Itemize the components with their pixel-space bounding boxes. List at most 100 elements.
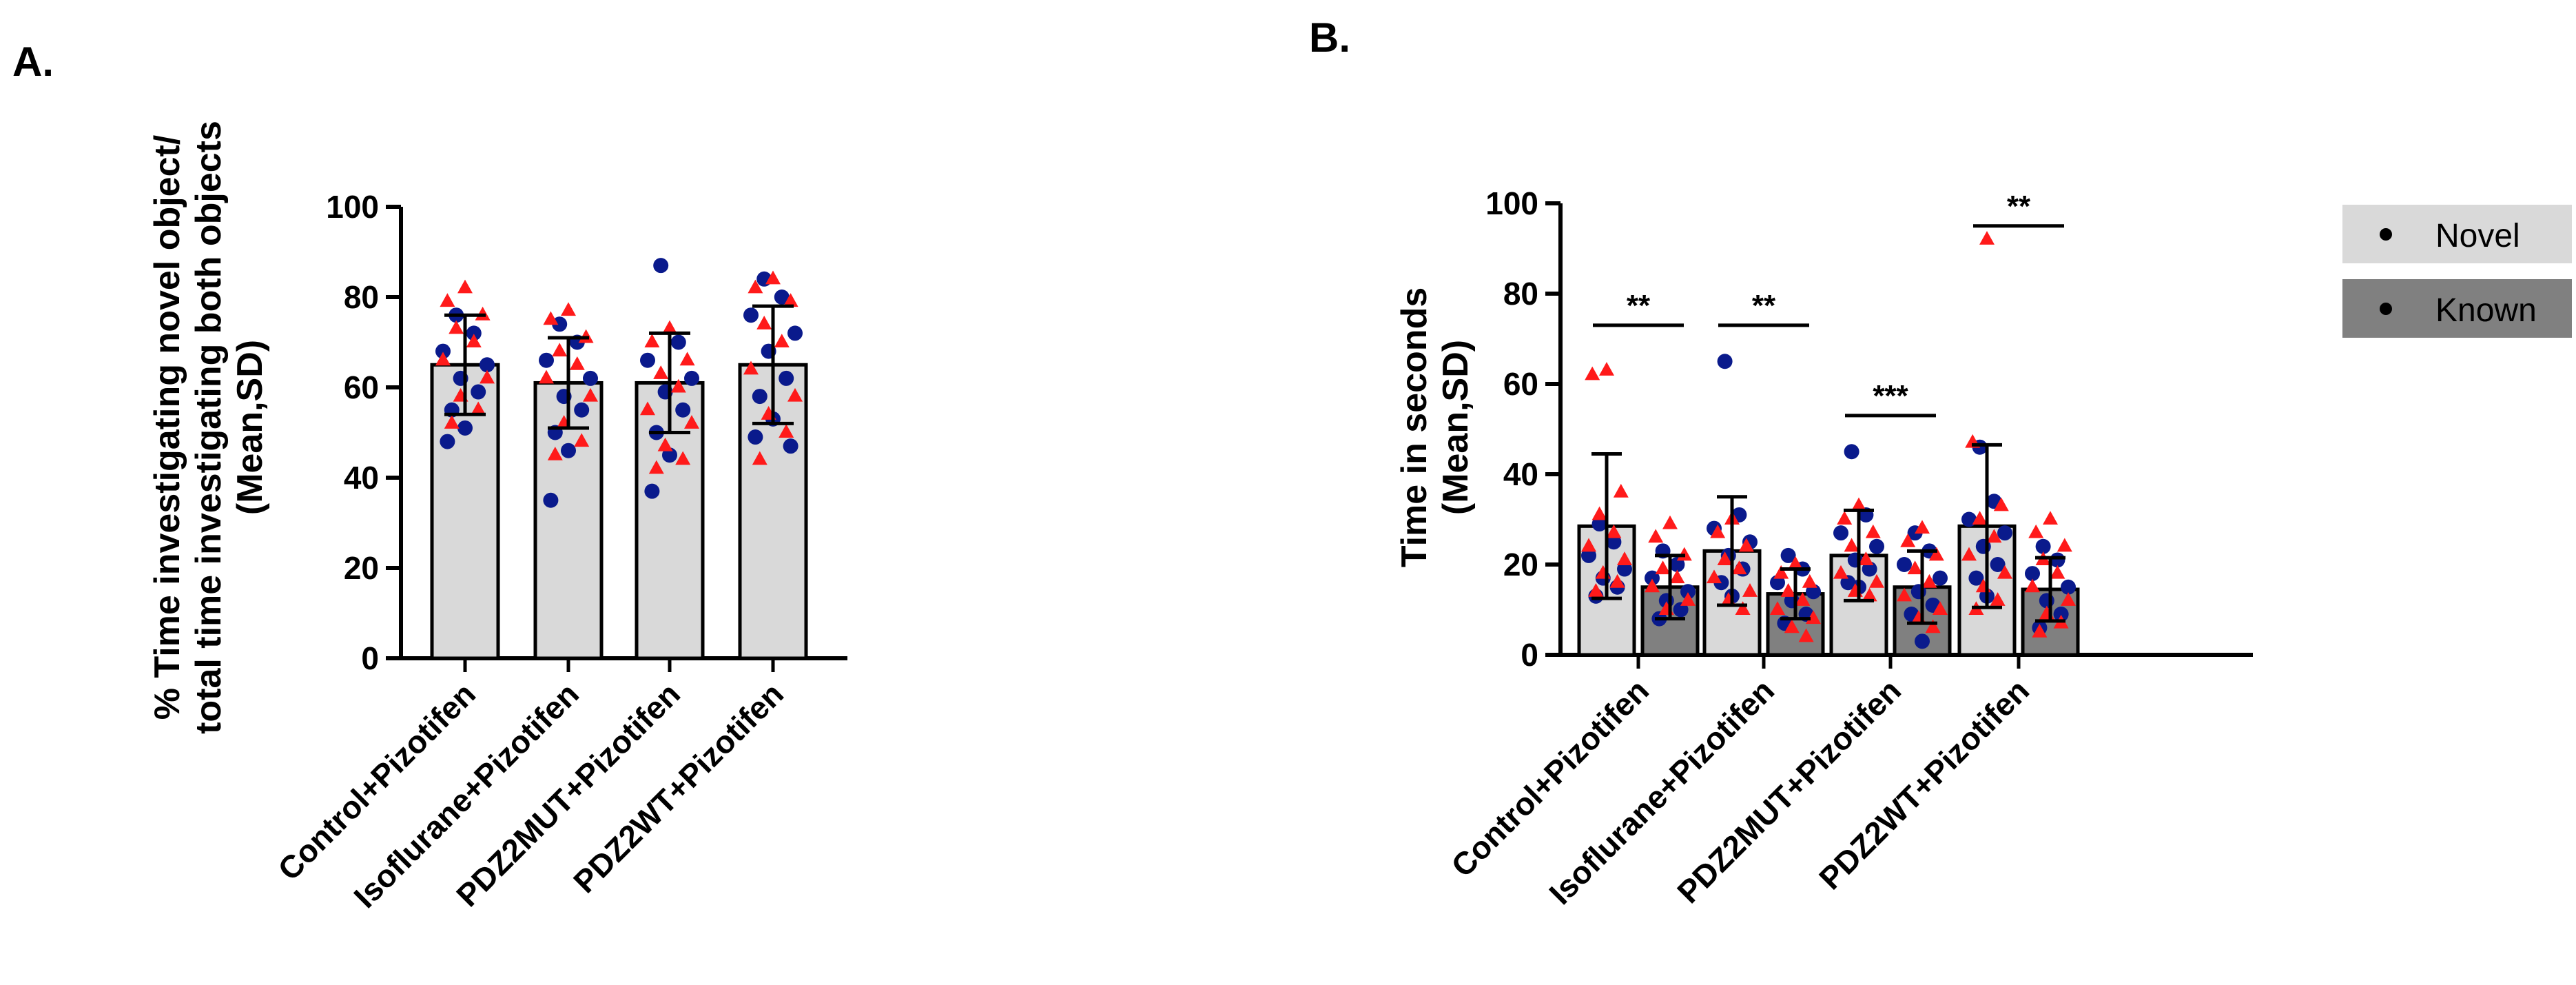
panel-a-blue-point [675, 402, 691, 418]
panel-a-red-point [449, 320, 464, 334]
panel-b-known-red-point [1669, 569, 1685, 584]
panel-b-known-red-point [1928, 547, 1944, 561]
panel-b-novel-red-point [1591, 506, 1607, 520]
panel-b-novel-blue-point [1591, 516, 1607, 532]
panel-a-red-point [435, 352, 451, 366]
panel-b-known-blue-point [1915, 633, 1930, 649]
panel-b-novel-red-point [1606, 524, 1622, 538]
panel-b-known-red-point [2028, 524, 2044, 538]
panel-b-novel-blue-point [1581, 547, 1596, 563]
legend: Novel Known [2342, 205, 2572, 338]
panel-a-blue-point [783, 438, 798, 454]
panel-b-known-blue-point [1645, 570, 1660, 586]
panel-b-novel-blue-point [1869, 538, 1884, 554]
panel-a-blue-point [543, 492, 559, 508]
panel-a-red-point [743, 361, 759, 375]
panel-a-red-point [653, 365, 669, 379]
panel-b-novel-blue-point [1606, 534, 1622, 550]
panel-a-blue-point [640, 352, 655, 368]
panel-b-known-red-point [1798, 628, 1814, 642]
panel-a-y-tick-label: 80 [344, 279, 379, 315]
panel-a-y-axis-title-line-3: (Mean,SD) [230, 340, 270, 515]
panel-a-red-point [583, 387, 598, 402]
panel-b-significance-label: ** [1627, 289, 1651, 323]
panel-b-novel-red-point [1862, 587, 1877, 602]
panel-b-y-tick-label: 40 [1503, 456, 1538, 492]
panel-b-x-tick-label: PDZ2MUT+Pizotifen [1670, 672, 1908, 910]
panel-b-novel-blue-point [1990, 557, 2006, 572]
panel-a-red-point [748, 279, 763, 294]
panel-b-novel-red-point [1979, 231, 1995, 245]
panel-b-significance-label: ** [2007, 190, 2031, 223]
panel-a-blue-point [653, 258, 669, 274]
panel-b-novel-red-point [1710, 524, 1726, 538]
panel-b-novel-red-point [1833, 565, 1848, 579]
panel-a-blue-point [435, 343, 451, 359]
panel-a-plot: 020406080100Control+PizotifenIsoflurane+… [271, 189, 847, 915]
panel-b-novel-red-point [1581, 538, 1596, 552]
panel-b-known-red-point [1921, 573, 1937, 588]
legend-marker-novel [2380, 228, 2392, 241]
panel-b-known-blue-point [1669, 557, 1685, 572]
panel-a-red-point [640, 401, 655, 416]
panel-b-significance-label: ** [1752, 289, 1776, 323]
panel-b-known-blue-point [1897, 557, 1912, 572]
panel-b-known-blue-point [2025, 566, 2040, 582]
panel-b: B. Time in seconds (Mean,SD) 0 20 40 60 80 10… [1309, 14, 2572, 911]
panel-a-red-point [787, 387, 803, 402]
panel-b-x-tick-label: Isoflurane+Pizotifen [1542, 672, 1781, 911]
panel-b-novel-red-point [1585, 366, 1600, 380]
panel-b-known-red-point [1770, 601, 1785, 616]
panel-b-novel-red-point [1735, 601, 1751, 616]
panel-a-blue-point [480, 357, 495, 373]
panel-b-novel-blue-point [1961, 511, 1977, 527]
panel-b-known-red-point [2043, 511, 2058, 525]
panel-b-y-tick-label: 20 [1503, 547, 1538, 582]
panel-b-known-red-point [1933, 601, 1948, 616]
legend-marker-known [2380, 303, 2392, 315]
panel-a-red-point [561, 302, 576, 316]
panel-a-red-point [466, 334, 482, 348]
panel-a-blue-point [662, 447, 677, 463]
panel-a-red-point [662, 320, 677, 334]
panel-a-blue-point [457, 420, 473, 436]
panel-b-known-blue-point [1933, 570, 1948, 586]
panel-b-known-red-point [1780, 583, 1796, 597]
panel-b-label: B. [1309, 14, 1350, 61]
panel-b-known-red-point [2050, 565, 2065, 579]
panel-a-y-tick-label: 0 [361, 640, 379, 676]
panel-b-novel-red-point [1990, 592, 2006, 606]
panel-a-x-tick-label: Control+Pizotifen [271, 676, 482, 887]
panel-b-known-red-point [1773, 565, 1789, 579]
panel-a-blue-point [779, 370, 794, 386]
panel-b-novel-red-point [1707, 569, 1722, 584]
panel-b-novel-red-point [1858, 551, 1874, 565]
panel-b-known-red-point [1645, 578, 1660, 593]
panel-b-known-blue-point [1680, 584, 1696, 600]
panel-a-red-point [670, 378, 686, 393]
panel-b-y-tick-label: 60 [1503, 366, 1538, 402]
panel-b-known-red-point [1648, 529, 1664, 543]
panel-a-red-point [756, 316, 772, 329]
panel-a-red-point [574, 433, 590, 447]
panel-b-novel-blue-point [1844, 444, 1859, 460]
panel-b-novel-red-point [1837, 511, 1853, 525]
panel-b-novel-red-point [1869, 573, 1884, 588]
panel-b-novel-red-point [1717, 551, 1733, 565]
panel-a-red-point [569, 356, 585, 370]
panel-a-y-tick-label: 60 [344, 369, 379, 405]
panel-a-y-axis-title-line-1: % Time investigating novel object/ [147, 135, 187, 720]
panel-b-known-blue-point [1780, 547, 1796, 563]
panel-b-novel-red-point [1972, 511, 1988, 525]
panel-b-known-red-point [1806, 610, 1821, 624]
panel-a-red-point [539, 369, 554, 384]
panel-b-known-red-point [2032, 623, 2048, 638]
panel-b-novel-red-point [1865, 524, 1881, 538]
panel-a-blue-point [670, 334, 686, 350]
panel-b-novel-blue-point [1997, 525, 2012, 541]
panel-a-blue-point [574, 402, 590, 418]
panel-b-novel-red-point [1961, 547, 1977, 561]
panel-a-red-point [471, 401, 486, 416]
panel-b-novel-red-point [1851, 497, 1866, 511]
panel-b-y-tick-label: 80 [1503, 276, 1538, 312]
